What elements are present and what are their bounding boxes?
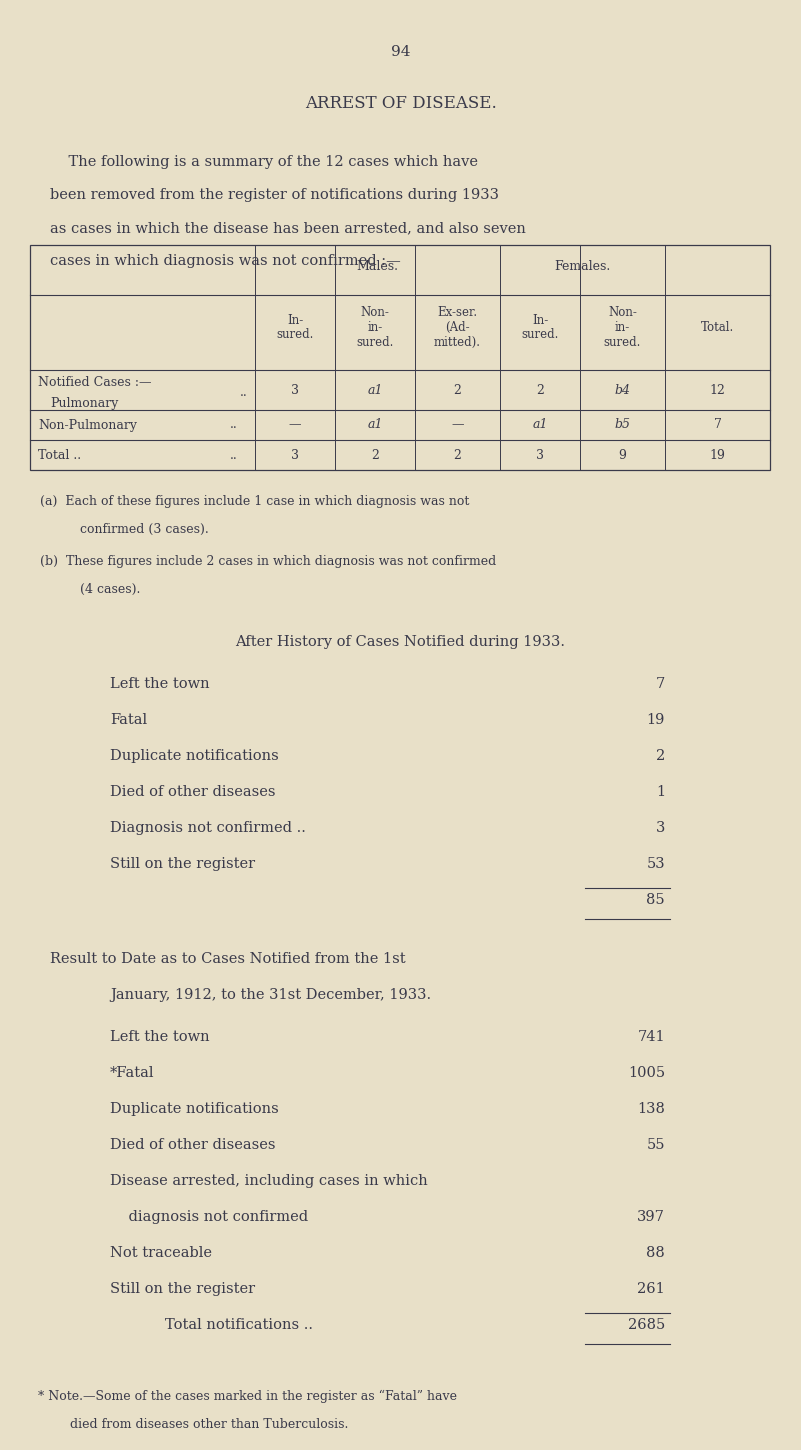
Text: 3: 3 [536,448,544,461]
Text: * Note.—Some of the cases marked in the register as “Fatal” have: * Note.—Some of the cases marked in the … [38,1391,457,1404]
Text: ..: .. [230,448,238,461]
Text: Still on the register: Still on the register [110,857,256,871]
Text: Died of other diseases: Died of other diseases [110,1138,276,1151]
Text: After History of Cases Notified during 1933.: After History of Cases Notified during 1… [235,635,566,650]
Text: a1: a1 [532,419,548,432]
Text: The following is a summary of the 12 cases which have: The following is a summary of the 12 cas… [50,155,478,170]
Text: 2: 2 [371,448,379,461]
Text: Males.: Males. [356,261,399,274]
Text: Females.: Females. [554,261,610,274]
Text: In-
sured.: In- sured. [521,313,558,342]
Text: Not traceable: Not traceable [110,1246,212,1260]
Text: 3: 3 [291,383,299,396]
Text: 7: 7 [714,419,722,432]
Text: Total notifications ..: Total notifications .. [165,1318,313,1333]
Text: a1: a1 [367,383,383,396]
Text: as cases in which the disease has been arrested, and also seven: as cases in which the disease has been a… [50,220,526,235]
Text: ARREST OF DISEASE.: ARREST OF DISEASE. [304,96,497,112]
Text: Duplicate notifications: Duplicate notifications [110,1102,279,1116]
Text: 1005: 1005 [628,1066,665,1080]
Text: 94: 94 [391,45,410,59]
Text: Left the town: Left the town [110,677,210,692]
Text: died from diseases other than Tuberculosis.: died from diseases other than Tuberculos… [38,1418,348,1431]
Text: *Fatal: *Fatal [110,1066,155,1080]
Text: (a)  Each of these figures include 1 case in which diagnosis was not: (a) Each of these figures include 1 case… [40,494,469,508]
Text: 53: 53 [646,857,665,871]
Text: b5: b5 [614,419,630,432]
Text: (4 cases).: (4 cases). [40,583,140,596]
Text: 3: 3 [656,821,665,835]
Text: 2: 2 [453,383,461,396]
Text: Non-
in-
sured.: Non- in- sured. [356,306,393,349]
Text: 12: 12 [710,383,726,396]
Text: 19: 19 [646,713,665,726]
Text: 9: 9 [618,448,626,461]
Text: January, 1912, to the 31st December, 1933.: January, 1912, to the 31st December, 193… [110,987,431,1002]
Bar [30,245,770,470]
Text: Diagnosis not confirmed ..: Diagnosis not confirmed .. [110,821,306,835]
Text: 19: 19 [710,448,726,461]
Text: been removed from the register of notifications during 1933: been removed from the register of notifi… [50,188,499,202]
Text: Still on the register: Still on the register [110,1282,256,1296]
Text: 138: 138 [637,1102,665,1116]
Text: 2685: 2685 [628,1318,665,1333]
Text: Fatal: Fatal [110,713,147,726]
Text: Non-Pulmonary: Non-Pulmonary [38,419,137,432]
Text: cases in which diagnosis was not confirmed :—: cases in which diagnosis was not confirm… [50,254,400,268]
Text: 397: 397 [637,1209,665,1224]
Text: Total ..: Total .. [38,448,81,461]
Text: Notified Cases :—: Notified Cases :— [38,376,151,389]
Text: Pulmonary: Pulmonary [50,397,119,410]
Text: Total.: Total. [701,320,735,334]
Text: confirmed (3 cases).: confirmed (3 cases). [40,523,209,536]
Text: 261: 261 [638,1282,665,1296]
Text: (b)  These figures include 2 cases in which diagnosis was not confirmed: (b) These figures include 2 cases in whi… [40,555,497,568]
Text: 2: 2 [453,448,461,461]
Text: Result to Date as to Cases Notified from the 1st: Result to Date as to Cases Notified from… [50,953,405,966]
Text: ..: .. [240,386,248,399]
Text: 85: 85 [646,893,665,908]
Text: a1: a1 [367,419,383,432]
Text: 2: 2 [656,750,665,763]
Text: 3: 3 [291,448,299,461]
Text: 741: 741 [638,1030,665,1044]
Text: In-
sured.: In- sured. [276,313,314,342]
Text: Left the town: Left the town [110,1030,210,1044]
Text: 55: 55 [646,1138,665,1151]
Text: 2: 2 [536,383,544,396]
Text: Disease arrested, including cases in which: Disease arrested, including cases in whi… [110,1174,428,1188]
Text: —: — [288,419,301,432]
Text: diagnosis not confirmed: diagnosis not confirmed [110,1209,308,1224]
Text: 88: 88 [646,1246,665,1260]
Text: ..: .. [230,419,238,432]
Text: 1: 1 [656,784,665,799]
Text: —: — [451,419,464,432]
Text: 7: 7 [656,677,665,692]
Text: Duplicate notifications: Duplicate notifications [110,750,279,763]
Text: b4: b4 [614,383,630,396]
Text: Died of other diseases: Died of other diseases [110,784,276,799]
Text: Ex-ser.
(Ad-
mitted).: Ex-ser. (Ad- mitted). [434,306,481,349]
Text: Non-
in-
sured.: Non- in- sured. [604,306,641,349]
